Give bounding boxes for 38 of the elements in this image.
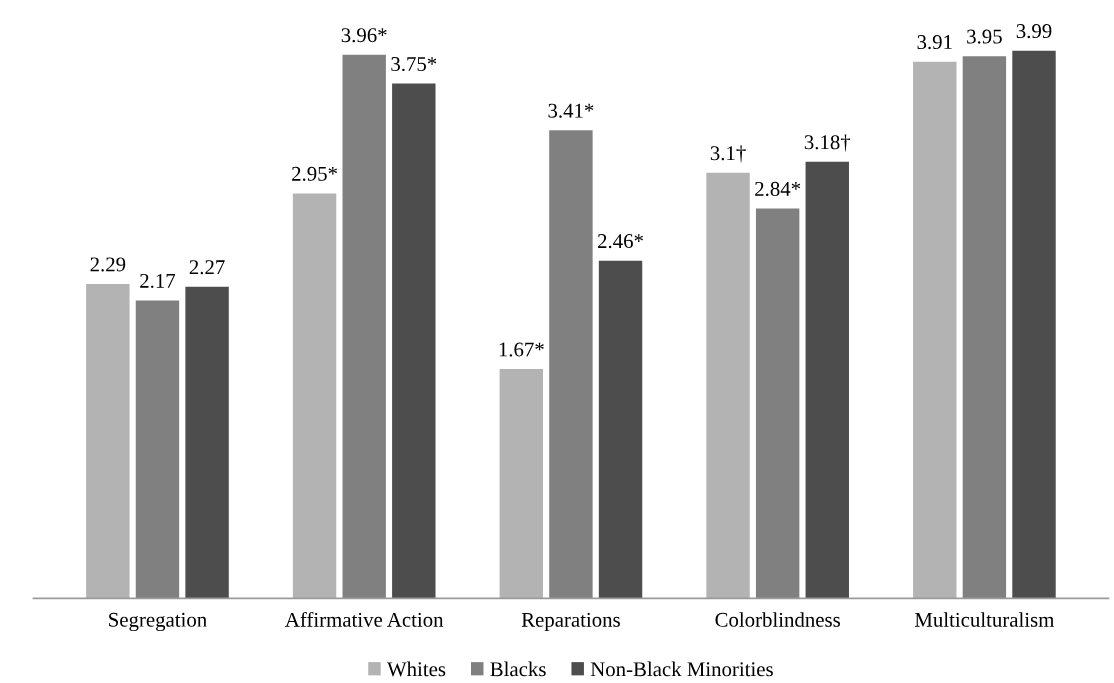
bar [86, 283, 130, 599]
data-label: 2.84* [755, 181, 801, 197]
data-label: 3.41* [548, 103, 594, 118]
bar [549, 130, 593, 599]
x-tick-label: Colorblindness [715, 612, 840, 627]
bar [598, 260, 643, 599]
bar [499, 369, 544, 599]
legend-label: Non-Black Minorities [590, 661, 773, 677]
data-label: 2.95* [292, 166, 338, 181]
data-label: 3.95 [967, 29, 1002, 44]
data-label: 2.29 [90, 257, 126, 272]
bar [805, 161, 849, 599]
bar [1012, 50, 1056, 599]
x-tick-label: Affirmative Action [285, 611, 444, 627]
data-label: 3.18† [804, 134, 851, 152]
x-tick-label: Multiculturalism [914, 612, 1055, 627]
x-tick-label: Reparations [521, 612, 620, 632]
data-label: 3.75* [391, 57, 437, 72]
data-label: 2.17 [140, 273, 176, 288]
legend-label: Blacks [490, 661, 546, 677]
data-label: 3.99 [1016, 24, 1052, 39]
data-label: 2.46* [598, 234, 643, 249]
bar [342, 54, 386, 599]
bar [755, 208, 800, 599]
legend-label: Whites [387, 661, 446, 677]
bar [292, 193, 337, 599]
data-label: 2.27 [189, 260, 225, 275]
bar [185, 286, 229, 599]
bar [962, 56, 1007, 599]
bar [706, 172, 750, 599]
data-label: 3.91 [917, 35, 952, 50]
bar [913, 61, 957, 599]
data-label: 1.67* [499, 342, 544, 357]
data-label: 3.1† [710, 145, 746, 163]
x-tick-label: Segregation [109, 612, 207, 632]
data-label: 3.96* [341, 28, 387, 43]
bar [135, 300, 180, 599]
bar [392, 83, 436, 599]
